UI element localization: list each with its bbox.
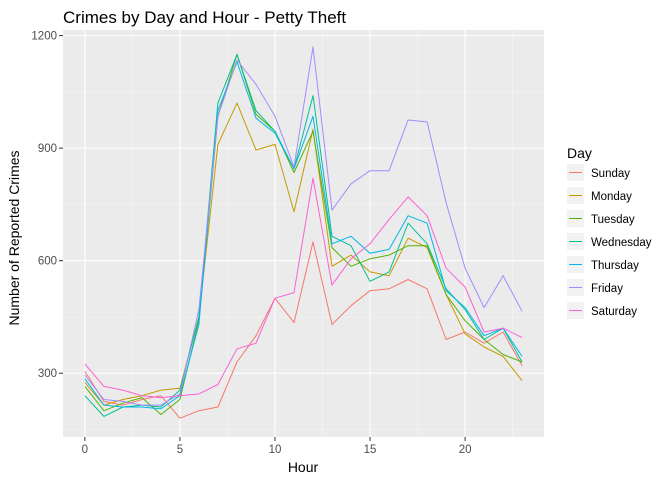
y-tick-label: 1200 [31,31,57,43]
x-tick-label: 10 [269,444,282,456]
legend-title: Day [567,145,592,161]
x-tick-label: 5 [177,444,183,456]
legend-label-sunday: Sunday [591,168,630,180]
y-tick-label: 600 [38,256,57,268]
axes: 0 5 10 15 20 300 600 900 1200 [31,31,471,456]
legend-label-friday: Friday [591,283,623,295]
series-line-wednesday [84,53,523,417]
y-tick-label: 300 [38,368,57,380]
legend: Day Sunday Monday Tuesday Wednesday Thursday F… [567,145,652,319]
x-tick-label: 20 [459,444,472,456]
y-axis-title: Number of Reported Crimes [6,150,22,325]
legend-label-saturday: Saturday [591,306,637,318]
legend-label-wednesday: Wednesday [591,237,652,249]
legend-label-monday: Monday [591,191,632,203]
grid [63,30,544,437]
series-line-tuesday [84,53,523,415]
series-lines [84,46,523,419]
x-tick-label: 15 [364,444,377,456]
x-tick-label: 0 [82,444,88,456]
series-line-sunday [84,241,523,419]
y-tick-label: 900 [38,143,57,155]
chart-title: Crimes by Day and Hour - Petty Theft [63,8,346,27]
series-line-friday [84,46,523,406]
series-line-saturday [84,177,523,399]
series-line-thursday [84,61,523,410]
series-line-monday [84,102,523,406]
legend-label-thursday: Thursday [591,260,639,272]
x-axis-title: Hour [288,459,319,475]
legend-label-tuesday: Tuesday [591,214,635,226]
